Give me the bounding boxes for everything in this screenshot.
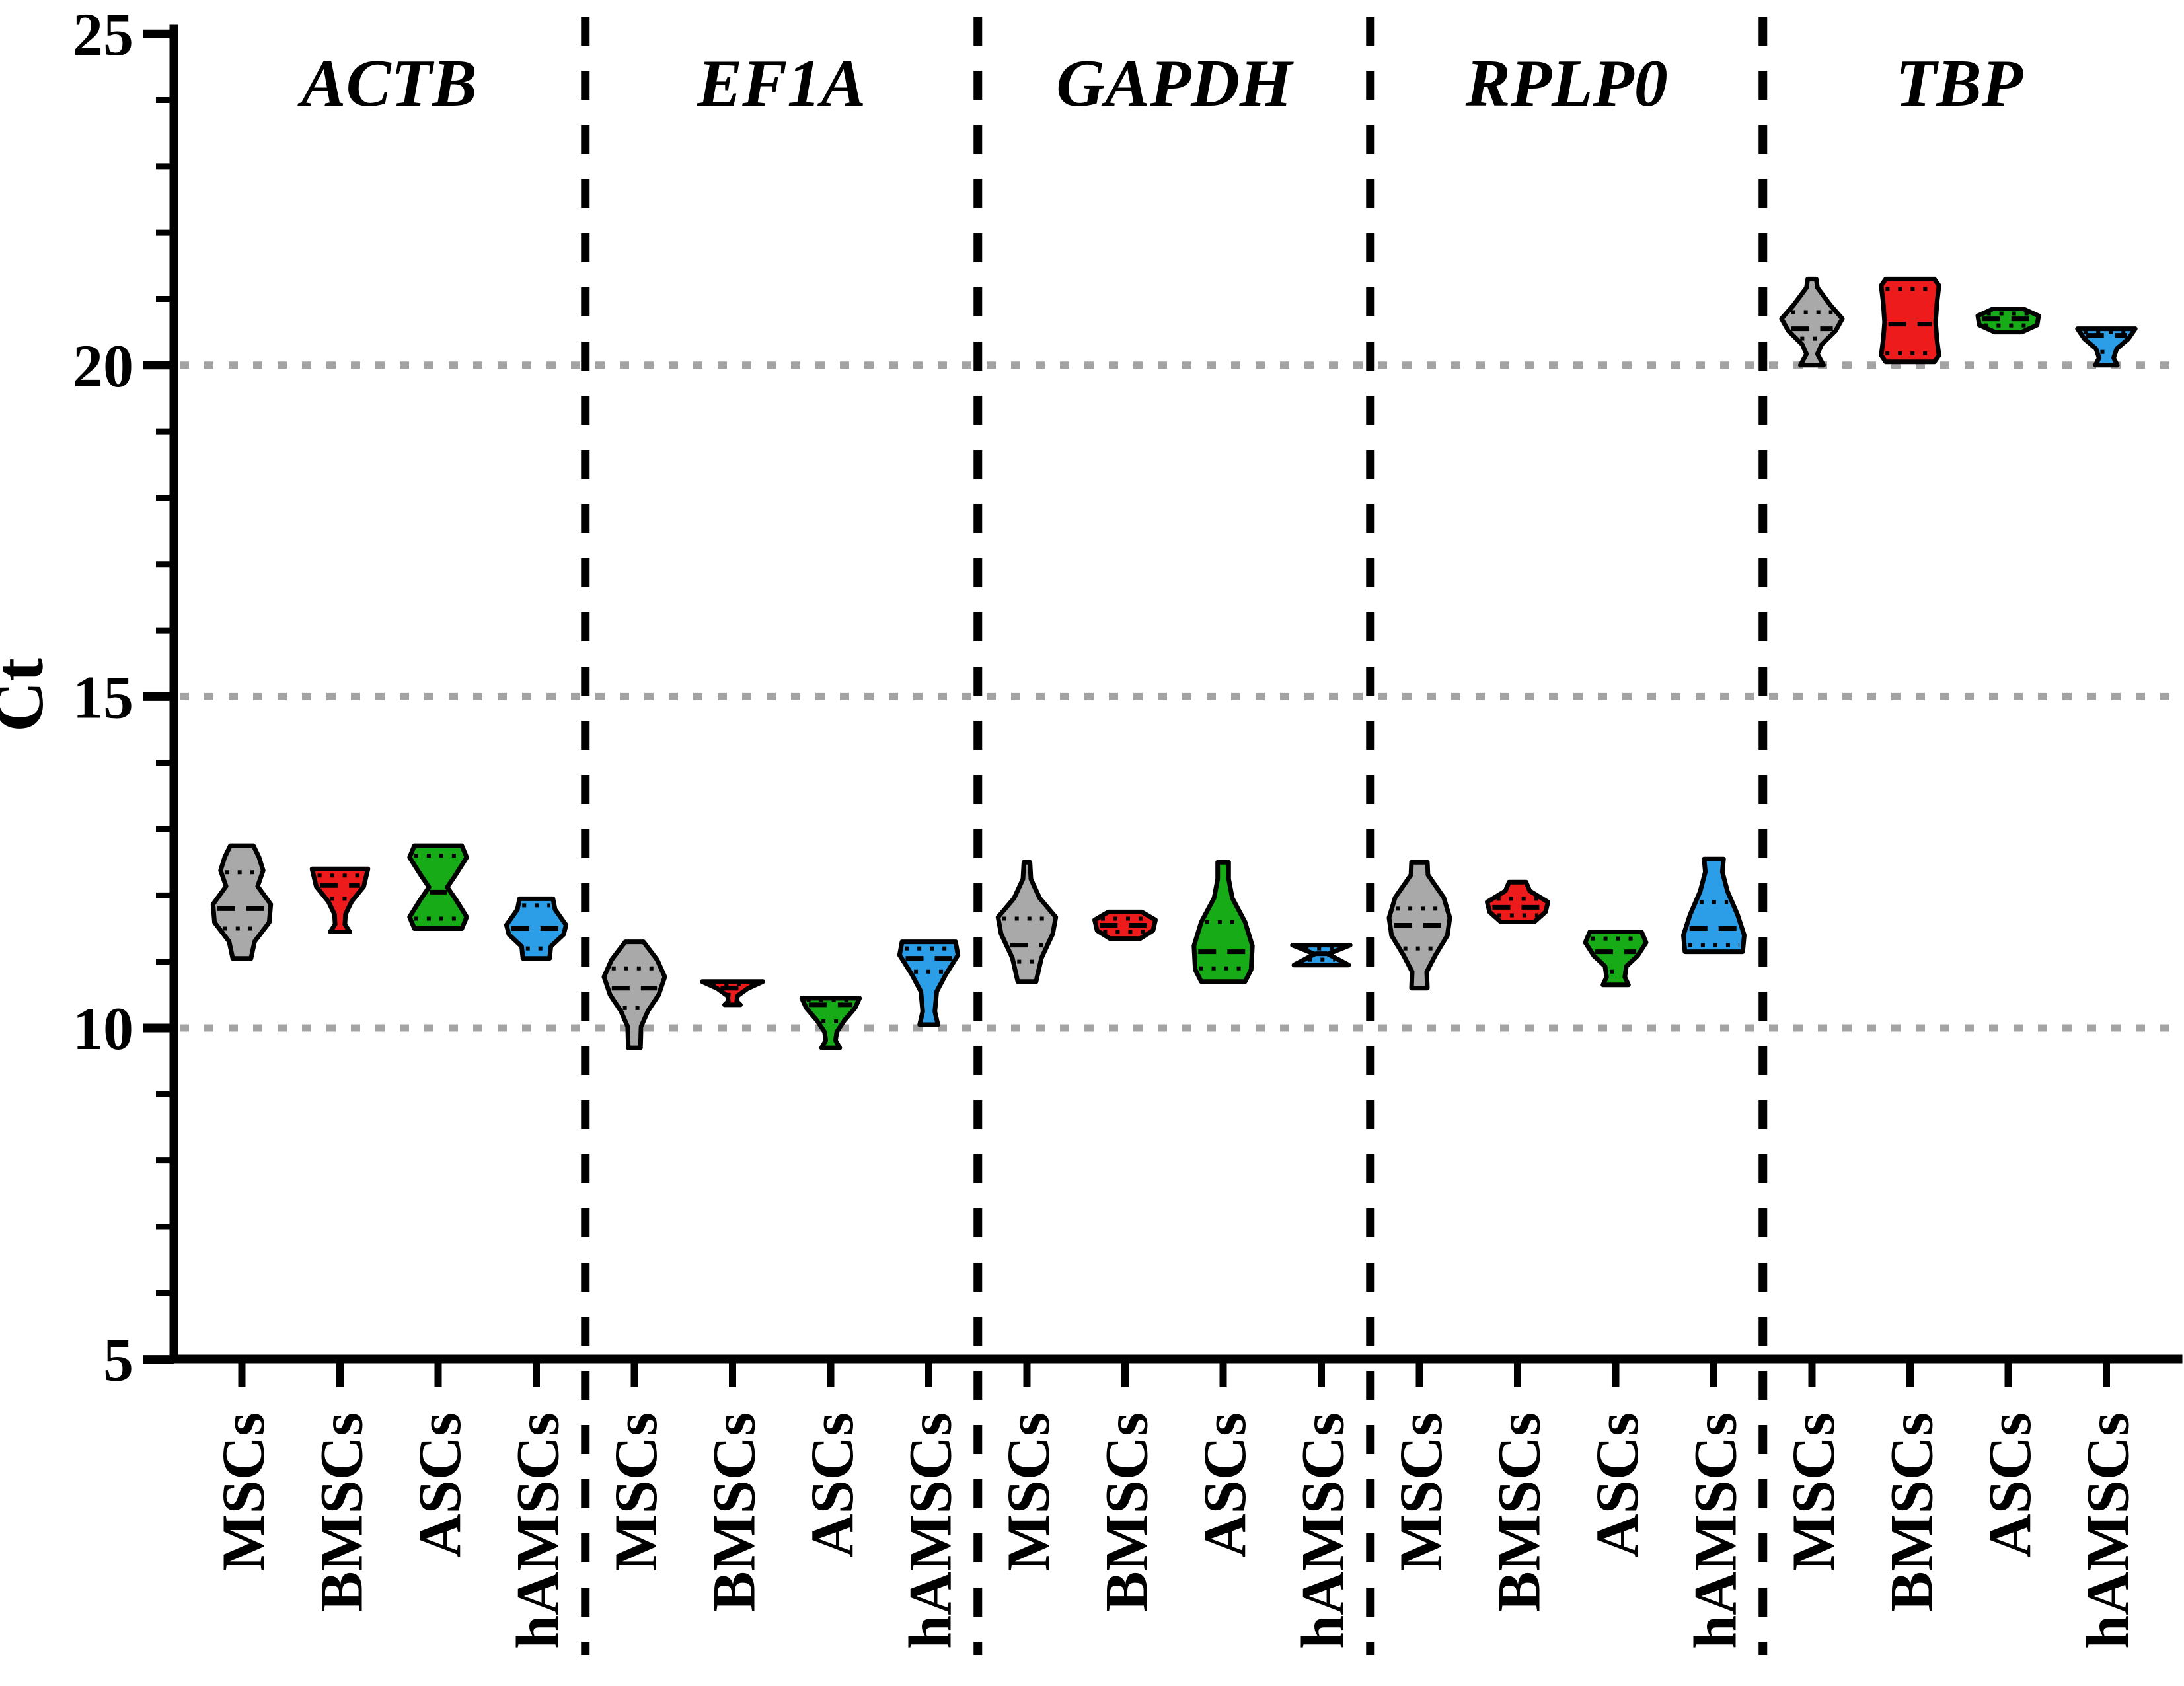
x-label-TBP-BMSCs: BMSCs [1878,1412,1945,1612]
violin-EF1A-BMSCs [700,979,765,1008]
x-label-EF1A-ASCs: ASCs [798,1412,866,1558]
y-tick-label-20: 20 [73,332,133,400]
x-label-GAPDH-MSCs: MSCs [995,1412,1062,1571]
x-label-RPLP0-MSCs: MSCs [1387,1412,1454,1571]
violin-ACTB-BMSCs [309,866,371,934]
violin-TBP-BMSCs [1879,276,1941,365]
x-label-ACTB-ASCs: ASCs [406,1412,473,1558]
x-label-ACTB-hAMSCs: hAMSCs [504,1412,572,1649]
violin-GAPDH-ASCs [1191,860,1255,984]
x-label-RPLP0-hAMSCs: hAMSCs [1682,1412,1749,1649]
x-label-GAPDH-ASCs: ASCs [1191,1412,1258,1558]
violin-EF1A-ASCs [799,996,862,1050]
x-label-EF1A-BMSCs: BMSCs [700,1412,768,1612]
violin-TBP-MSCs [1779,276,1845,368]
y-tick-label-10: 10 [73,995,133,1062]
violin-ACTB-MSCs [210,843,274,961]
violin-EF1A-MSCs [601,939,667,1050]
violin-RPLP0-MSCs [1386,860,1452,991]
x-label-TBP-MSCs: MSCs [1780,1412,1847,1571]
violin-ACTB-hAMSCs [504,896,569,961]
x-label-ACTB-MSCs: MSCs [209,1412,277,1571]
x-label-GAPDH-hAMSCs: hAMSCs [1289,1412,1357,1649]
x-label-EF1A-MSCs: MSCs [602,1412,669,1571]
x-label-RPLP0-ASCs: ASCs [1583,1412,1651,1558]
x-label-EF1A-hAMSCs: hAMSCs [897,1412,964,1649]
x-label-GAPDH-BMSCs: BMSCs [1093,1412,1160,1612]
violin-RPLP0-ASCs [1583,930,1649,988]
violin-EF1A-hAMSCs [897,939,961,1027]
gene-label-GAPDH: GAPDH [1056,46,1294,121]
gene-label-RPLP0: RPLP0 [1465,46,1668,121]
violin-GAPDH-MSCs [995,860,1059,984]
gene-label-TBP: TBP [1895,46,2023,121]
violin-RPLP0-hAMSCs [1681,856,1747,955]
x-label-RPLP0-BMSCs: BMSCs [1486,1412,1553,1612]
x-label-TBP-hAMSCs: hAMSCs [2074,1412,2142,1649]
y-tick-label-25: 25 [73,1,133,68]
violin-TBP-hAMSCs [2075,326,2138,368]
y-tick-label-5: 5 [103,1327,133,1394]
gene-label-ACTB: ACTB [297,46,477,121]
violin-ACTB-ASCs [407,843,469,931]
gene-label-EF1A: EF1A [697,46,866,121]
x-label-ACTB-BMSCs: BMSCs [308,1412,375,1612]
violin-RPLP0-BMSCs [1485,879,1550,924]
y-axis-title: Ct [0,658,57,732]
y-tick-label-15: 15 [73,663,133,731]
x-label-TBP-ASCs: ASCs [1976,1412,2043,1558]
